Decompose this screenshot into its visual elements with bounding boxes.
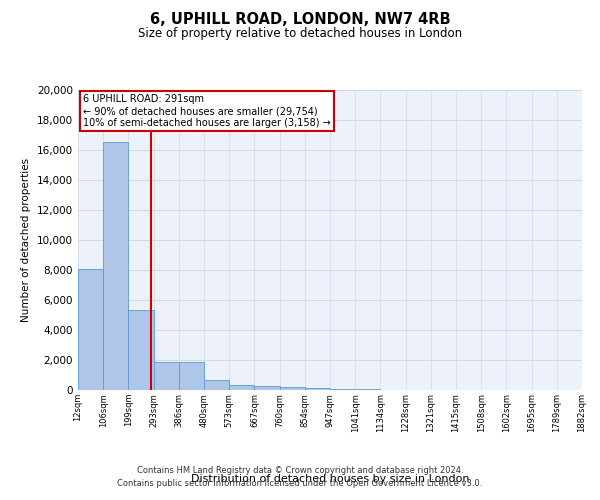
X-axis label: Distribution of detached houses by size in London: Distribution of detached houses by size … bbox=[191, 474, 469, 484]
Text: 6, UPHILL ROAD, LONDON, NW7 4RB: 6, UPHILL ROAD, LONDON, NW7 4RB bbox=[149, 12, 451, 28]
Bar bbox=[128, 310, 154, 390]
Bar bbox=[280, 386, 305, 390]
Text: Contains HM Land Registry data © Crown copyright and database right 2024.
Contai: Contains HM Land Registry data © Crown c… bbox=[118, 466, 482, 487]
Bar bbox=[103, 142, 128, 390]
Bar bbox=[254, 386, 280, 390]
Bar bbox=[179, 362, 204, 390]
Bar bbox=[355, 389, 380, 390]
Bar bbox=[229, 385, 254, 390]
Y-axis label: Number of detached properties: Number of detached properties bbox=[22, 158, 31, 322]
Text: Size of property relative to detached houses in London: Size of property relative to detached ho… bbox=[138, 28, 462, 40]
Bar bbox=[330, 388, 355, 390]
Bar bbox=[154, 362, 179, 390]
Bar bbox=[204, 380, 229, 390]
Text: 6 UPHILL ROAD: 291sqm
← 90% of detached houses are smaller (29,754)
10% of semi-: 6 UPHILL ROAD: 291sqm ← 90% of detached … bbox=[83, 94, 331, 128]
Bar bbox=[78, 268, 103, 390]
Bar bbox=[305, 388, 330, 390]
